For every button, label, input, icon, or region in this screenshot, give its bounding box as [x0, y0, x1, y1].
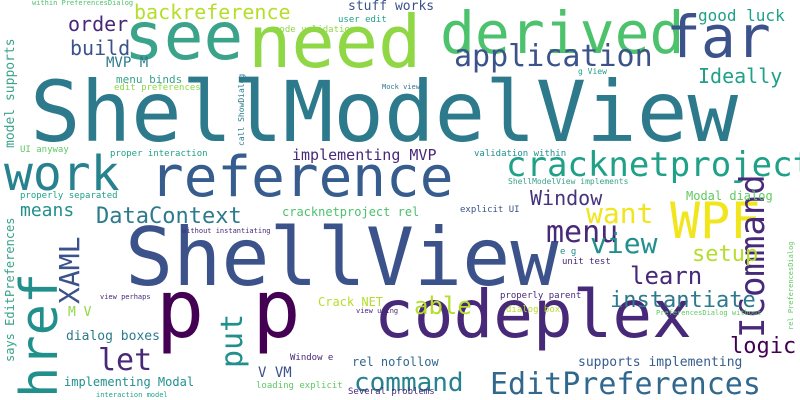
word-order: order [68, 12, 129, 36]
word-p-p: p p [156, 263, 301, 356]
word-supports-implementing: supports implementing [578, 355, 743, 370]
word-v-vm: V VM [258, 365, 292, 381]
word-e-g: e g [560, 247, 577, 257]
word-ideally: Ideally [698, 64, 783, 88]
word-validation-within: validation within [474, 149, 567, 159]
word-view-perhaps: view perhaps [100, 293, 151, 301]
word-stuff-works: stuff works [348, 0, 435, 14]
word-loading-explicit: loading explicit [256, 381, 343, 391]
word-menu-binds: menu binds [116, 73, 183, 86]
word-need: need [248, 0, 422, 84]
word-command: command [354, 368, 464, 398]
word-able: able [414, 292, 472, 320]
word-g-view: g View [578, 67, 607, 76]
word-implementing-mvp: implementing MVP [292, 146, 437, 164]
word-see: see [124, 0, 244, 75]
word-shellmodelview-implements: ShellModelView implements [508, 177, 629, 186]
word-reference: reference [150, 145, 454, 210]
word-properly-parent: properly parent [500, 291, 582, 301]
word-menu: menu [546, 215, 619, 250]
word-build: build [70, 36, 131, 60]
word-explicit-ui: explicit UI [460, 205, 520, 215]
word-shellmodelview: ShellModelView [30, 63, 739, 161]
word-want: want [586, 197, 654, 230]
word-shellview: ShellView [125, 211, 559, 304]
word-code-validation: code validation [274, 25, 356, 35]
word-view: view [590, 227, 658, 260]
word-instantiate: instantiate [610, 288, 756, 313]
word-interaction-model: interaction model [96, 391, 168, 399]
word-mvp-m: MVP M [106, 55, 149, 71]
word-preferencesdialog-without: PreferencesDialog without [656, 309, 762, 317]
word-ui-anyway: UI anyway [20, 145, 69, 155]
word-put: put [215, 313, 250, 368]
word-implementing-modal: implementing Modal [64, 375, 195, 389]
word-far: far [666, 3, 771, 71]
word-m-v: M V [68, 305, 92, 320]
word-properly-separated: properly separated [20, 191, 118, 201]
word-logic: logic [730, 334, 797, 359]
word-call-showdialog: call ShowDialog [237, 73, 246, 146]
word-work: work [4, 146, 120, 202]
word-wpf: WPF [670, 192, 761, 250]
word-cracknetproject-rel: cracknetproject rel [282, 205, 420, 219]
word-model-supports: model supports [3, 38, 18, 148]
word-dialog-box: dialog box [506, 305, 561, 315]
word-view-using: view using [356, 307, 399, 315]
word-good-luck: good luck [698, 6, 785, 25]
word-let: let [98, 343, 153, 378]
word-xaml: XAML [53, 236, 86, 304]
word-backreference: backreference [134, 0, 291, 24]
word-proper-interaction: proper interaction [110, 149, 208, 159]
word-user-edit: user edit [338, 15, 387, 25]
word-says-editpreferences: says EditPreferences [3, 217, 17, 363]
word-window-e: Window e [290, 353, 334, 363]
word-learn: learn [630, 262, 703, 290]
word-several-problems: Several problems [348, 387, 435, 397]
word-edit-preferences: edit preferences [114, 83, 201, 93]
word-derived: derived [440, 0, 685, 67]
word-codeplex: codeplex [374, 276, 692, 353]
word-modal-dialog: Modal dialog [686, 189, 773, 203]
word-editpreferences: EditPreferences [490, 367, 761, 400]
word-application: application [454, 39, 653, 74]
word-dialog-boxes: dialog boxes [66, 329, 160, 344]
word-window: Window [530, 186, 603, 210]
word-mock-view: Mock view [382, 83, 420, 91]
word-datacontext: DataContext [96, 204, 242, 229]
word-without-instantiating: without instantiating [182, 227, 271, 235]
word-means: means [20, 200, 75, 221]
word-cracknetproject: cracknetproject [506, 145, 800, 185]
word-unit-test: unit test [562, 257, 611, 267]
word-within-preferencesdialog: within PreferencesDialog [32, 0, 134, 7]
word-crack-net: Crack NET [318, 295, 384, 309]
word-rel-preferencesdialog: rel PreferencesDialog [787, 241, 795, 330]
word-rel-nofollow: rel nofollow [352, 355, 439, 369]
word-setup: setup [692, 242, 759, 267]
